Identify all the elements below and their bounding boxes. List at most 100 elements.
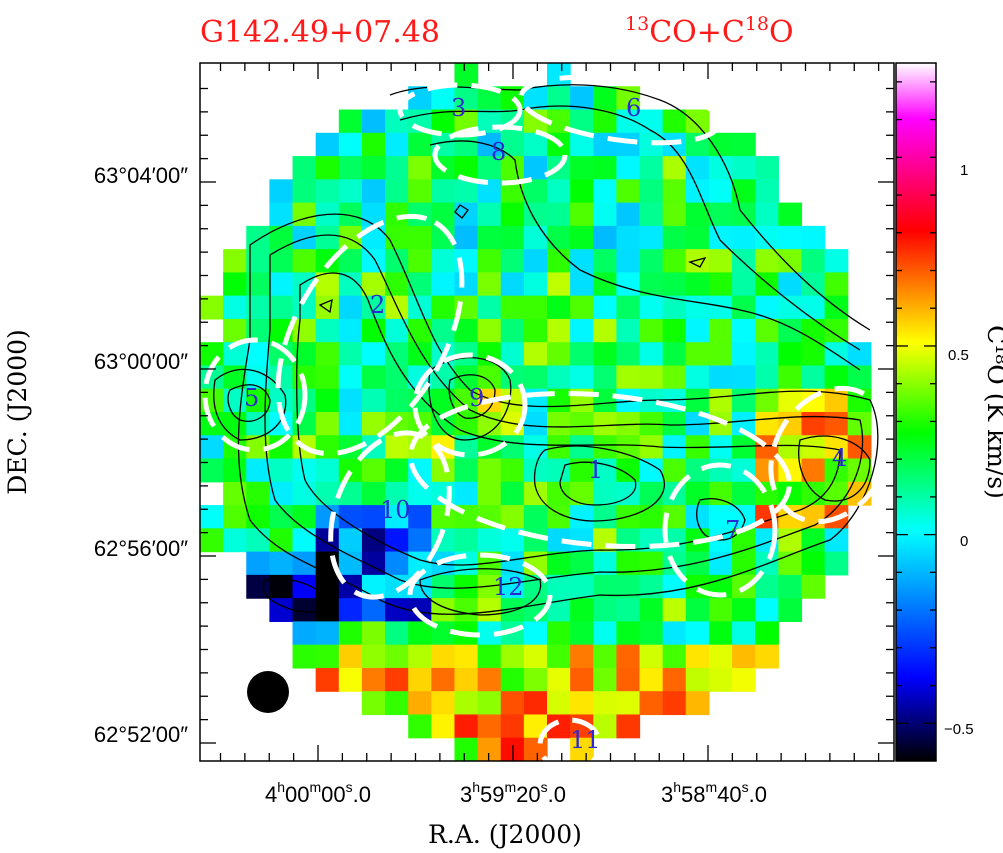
heatmap-pixel [570,505,594,529]
heatmap-pixel [732,412,756,436]
heatmap-pixel [570,644,594,669]
x-tick-f: 0 [359,782,371,807]
heatmap-pixel [246,435,270,460]
heatmap-pixel [454,365,479,390]
clump-label: 11 [570,726,601,754]
heatmap-pixel [593,505,617,529]
heatmap-pixel [338,551,363,576]
heatmap-pixel [292,528,317,553]
heatmap-pixel [523,691,548,716]
heatmap-pixel [732,621,756,646]
y-tick-label: 62°56′00″ [94,536,188,561]
heatmap-pixel [269,342,294,367]
heatmap-pixel [547,249,571,273]
heatmap-pixel [315,179,340,204]
heatmap-pixel [708,388,733,413]
heatmap-pixel [708,202,733,227]
colorbar-tick-label: −0.5 [944,721,974,738]
heatmap-pixel [385,644,409,669]
heatmap-pixel [801,272,826,297]
heatmap-pixels [200,63,872,761]
heatmap-pixel [570,318,594,343]
heatmap-pixel [801,435,826,460]
heatmap-pixel [639,621,664,646]
heatmap-pixel [685,365,710,390]
heatmap-pixel [223,481,247,506]
heatmap-pixel [408,388,432,413]
heatmap-pixel [616,598,641,622]
x-tick-m: 00 [285,782,309,807]
heatmap-pixel [361,365,386,390]
beam-marker [247,671,289,713]
heatmap-pixel [361,621,386,646]
heatmap-pixel [246,551,270,576]
heatmap-pixel [755,458,779,483]
heatmap-pixel [477,644,502,669]
heatmap-pixel [824,388,849,413]
heatmap-pixel [523,272,548,297]
heatmap-pixel [454,156,479,180]
heatmap-pixel [547,272,571,297]
heatmap-pixel [755,342,779,367]
heatmap-pixel [547,342,571,367]
heatmap-pixel [408,272,432,297]
heatmap-pixel [685,551,710,576]
heatmap-pixel [778,342,803,367]
heatmap-pixel [523,435,548,460]
heatmap-pixel [315,342,340,367]
heatmap-pixel [477,249,502,273]
heatmap-pixel [685,621,710,646]
heatmap-pixel [593,691,617,716]
heatmap-pixel [431,644,456,669]
heatmap-pixel [708,365,733,390]
heatmap-pixel [408,644,432,669]
heatmap-pixel [616,714,641,739]
heatmap-pixel [408,481,432,506]
heatmap-pixel [500,365,525,390]
heatmap-pixel [523,109,548,134]
heatmap-pixel [639,551,664,576]
heatmap-pixel [685,691,710,716]
heatmap-pixel [408,249,432,273]
heatmap-pixel [570,342,594,367]
heatmap-pixel [500,132,525,157]
clump-ellipse-12 [407,552,553,638]
x-axis-label: R.A. (J2000) [428,820,582,849]
heatmap-pixel [732,644,756,669]
heatmap-pixel [269,528,294,553]
heatmap-pixel [685,272,710,297]
heatmap-pixel [708,481,733,506]
heatmap-pixel [593,109,617,134]
heatmap-pixel [477,412,502,436]
heatmap-pixel [685,342,710,367]
heatmap-pixel [361,598,386,622]
heatmap-pixel [454,737,479,761]
heatmap-pixel [570,551,594,576]
heatmap-pixel [547,412,571,436]
heatmap-pixel [269,598,294,622]
heatmap-pixel [500,481,525,506]
heatmap-pixel [500,156,525,180]
heatmap-pixel [361,667,386,692]
heatmap-pixel [292,598,317,622]
heatmap-pixel [662,598,687,622]
heatmap-pixel [223,249,247,273]
heatmap-pixel [385,272,409,297]
x-tick-s: 20 [516,782,540,807]
contour-west-2 [227,384,271,422]
heatmap-pixel [385,621,409,646]
heatmap-pixel [292,202,317,227]
heatmap-pixel [500,202,525,227]
clump-label: 3 [451,94,466,122]
heatmap-pixel [639,179,664,204]
clump-label: 8 [491,138,506,166]
heatmap-pixel [639,644,664,669]
heatmap-pixel [408,225,432,250]
heatmap-pixel [338,458,363,483]
heatmap-pixel [685,318,710,343]
contour-north-2 [399,105,861,351]
heatmap-pixel [361,179,386,204]
heatmap-pixel [639,458,664,483]
heatmap-pixel [385,598,409,622]
heatmap-pixel [616,574,641,599]
